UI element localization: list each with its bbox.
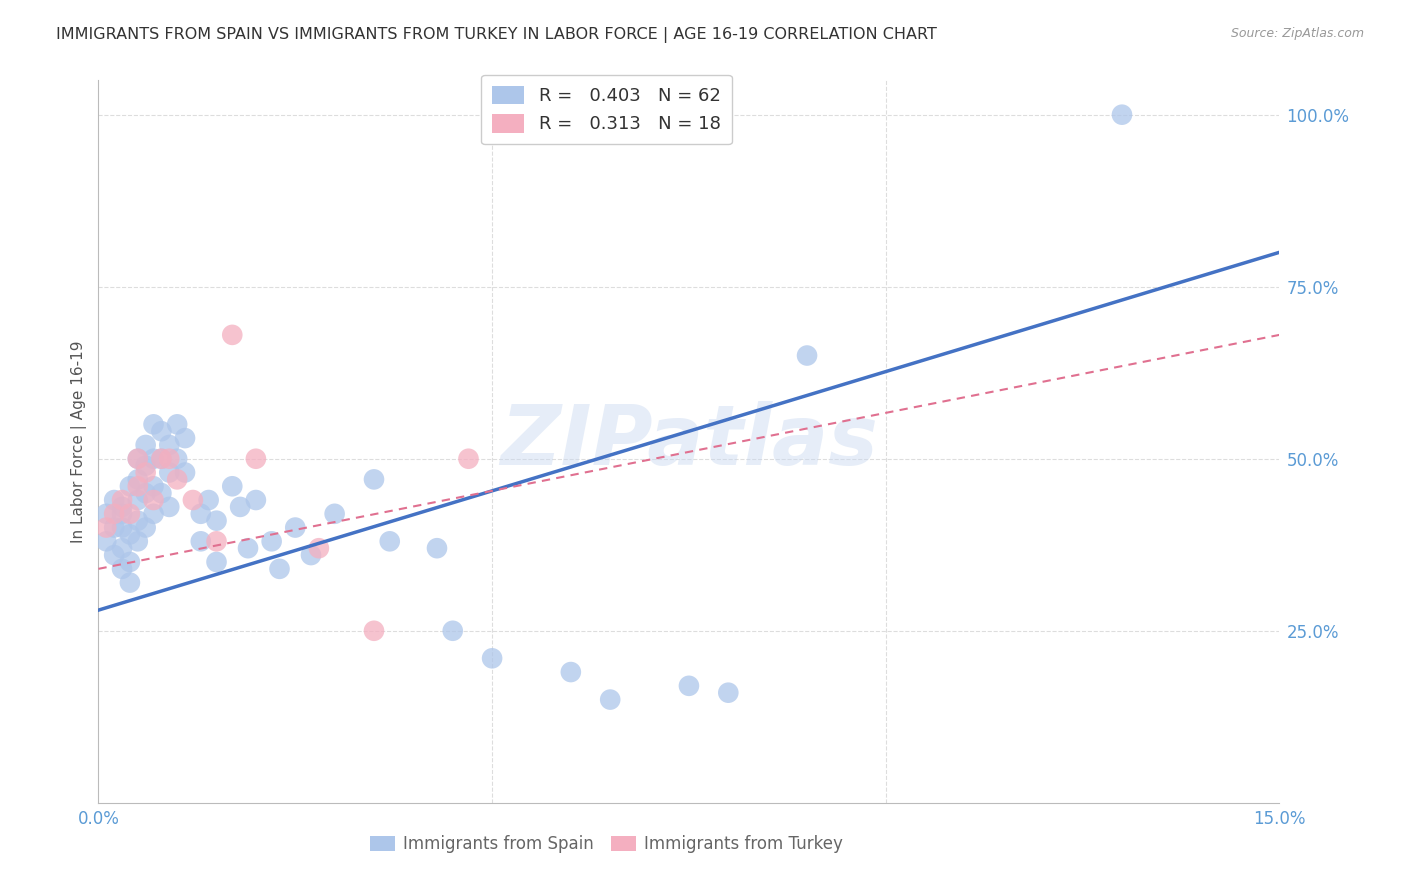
Point bbox=[150, 486, 173, 500]
Point bbox=[157, 466, 180, 480]
Point bbox=[142, 479, 165, 493]
Point bbox=[426, 541, 449, 556]
Point bbox=[190, 507, 212, 521]
Point bbox=[166, 451, 188, 466]
Point bbox=[103, 548, 125, 562]
Point bbox=[127, 472, 149, 486]
Point bbox=[111, 507, 134, 521]
Point bbox=[174, 431, 197, 445]
Point bbox=[166, 472, 188, 486]
Point bbox=[96, 507, 118, 521]
Point bbox=[103, 520, 125, 534]
Y-axis label: In Labor Force | Age 16-19: In Labor Force | Age 16-19 bbox=[72, 340, 87, 543]
Point bbox=[284, 520, 307, 534]
Point bbox=[299, 548, 322, 562]
Point bbox=[205, 514, 228, 528]
Point bbox=[111, 541, 134, 556]
Point bbox=[717, 686, 740, 700]
Point bbox=[205, 534, 228, 549]
Point bbox=[111, 520, 134, 534]
Point bbox=[363, 472, 385, 486]
Point bbox=[103, 507, 125, 521]
Point bbox=[1111, 108, 1133, 122]
Point bbox=[308, 541, 330, 556]
Point bbox=[174, 466, 197, 480]
Point bbox=[197, 493, 219, 508]
Text: ZIPatlas: ZIPatlas bbox=[501, 401, 877, 482]
Point bbox=[378, 534, 401, 549]
Point bbox=[118, 479, 141, 493]
Point bbox=[135, 486, 157, 500]
Point bbox=[599, 692, 621, 706]
Point bbox=[190, 534, 212, 549]
Point bbox=[260, 534, 283, 549]
Point bbox=[269, 562, 291, 576]
Point bbox=[118, 555, 141, 569]
Point bbox=[221, 327, 243, 342]
Point bbox=[150, 424, 173, 438]
Point bbox=[229, 500, 252, 514]
Point bbox=[150, 451, 173, 466]
Point bbox=[142, 451, 165, 466]
Point bbox=[157, 500, 180, 514]
Point bbox=[135, 466, 157, 480]
Point bbox=[166, 417, 188, 432]
Point bbox=[441, 624, 464, 638]
Point bbox=[127, 514, 149, 528]
Text: IMMIGRANTS FROM SPAIN VS IMMIGRANTS FROM TURKEY IN LABOR FORCE | AGE 16-19 CORRE: IMMIGRANTS FROM SPAIN VS IMMIGRANTS FROM… bbox=[56, 27, 938, 43]
Point bbox=[118, 507, 141, 521]
Point bbox=[127, 534, 149, 549]
Point bbox=[118, 575, 141, 590]
Point bbox=[221, 479, 243, 493]
Point bbox=[135, 438, 157, 452]
Point bbox=[127, 479, 149, 493]
Point bbox=[142, 417, 165, 432]
Point bbox=[481, 651, 503, 665]
Point bbox=[127, 493, 149, 508]
Point bbox=[142, 507, 165, 521]
Point bbox=[103, 493, 125, 508]
Point bbox=[363, 624, 385, 638]
Point bbox=[157, 438, 180, 452]
Point bbox=[236, 541, 259, 556]
Point bbox=[205, 555, 228, 569]
Point bbox=[127, 451, 149, 466]
Point bbox=[96, 520, 118, 534]
Point bbox=[135, 520, 157, 534]
Point bbox=[111, 500, 134, 514]
Text: Source: ZipAtlas.com: Source: ZipAtlas.com bbox=[1230, 27, 1364, 40]
Point bbox=[135, 458, 157, 473]
Point bbox=[457, 451, 479, 466]
Point bbox=[111, 562, 134, 576]
Point bbox=[796, 349, 818, 363]
Point bbox=[142, 493, 165, 508]
Point bbox=[245, 493, 267, 508]
Point bbox=[157, 451, 180, 466]
Point bbox=[560, 665, 582, 679]
Point bbox=[118, 527, 141, 541]
Legend: Immigrants from Spain, Immigrants from Turkey: Immigrants from Spain, Immigrants from T… bbox=[363, 828, 849, 860]
Point bbox=[678, 679, 700, 693]
Point bbox=[111, 493, 134, 508]
Point bbox=[323, 507, 346, 521]
Point bbox=[245, 451, 267, 466]
Point bbox=[181, 493, 204, 508]
Point bbox=[127, 451, 149, 466]
Point bbox=[96, 534, 118, 549]
Point bbox=[150, 451, 173, 466]
